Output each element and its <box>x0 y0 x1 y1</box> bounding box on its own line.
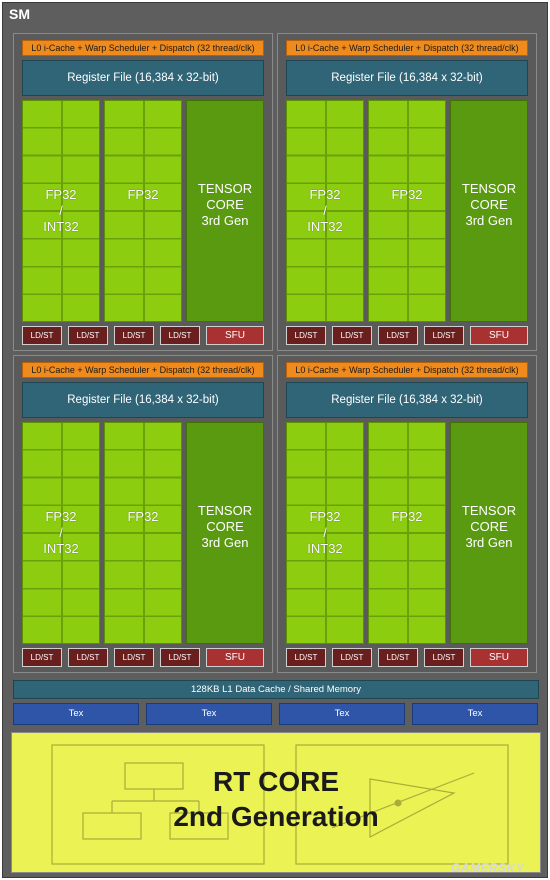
processing-block-1: L0 i-Cache + Warp Scheduler + Dispatch (… <box>13 33 273 351</box>
ldst-unit: LD/ST <box>332 326 372 345</box>
ldst-unit: LD/ST <box>22 648 62 667</box>
bvh-frame <box>51 744 265 865</box>
fp32-unit: FP32 <box>368 422 446 644</box>
fp32-unit: FP32 <box>104 100 182 322</box>
texture-unit: Tex <box>279 703 405 725</box>
warp-scheduler: L0 i-Cache + Warp Scheduler + Dispatch (… <box>22 40 264 56</box>
texture-unit: Tex <box>13 703 139 725</box>
fp32-int32-label: FP32 / INT32 <box>43 509 79 556</box>
fp32-label: FP32 <box>391 187 423 202</box>
ray-line <box>331 772 475 829</box>
ldst-unit: LD/ST <box>160 648 200 667</box>
tensor-core-label: TENSOR CORE 3rd Gen <box>197 503 253 550</box>
rt-core-subtitle: 2nd Generation <box>173 801 379 832</box>
register-file: Register File (16,384 x 32-bit) <box>22 382 264 418</box>
register-file: Register File (16,384 x 32-bit) <box>286 60 528 96</box>
l1-data-cache: 128KB L1 Data Cache / Shared Memory <box>13 680 539 699</box>
rt-core: RT CORE 2nd Generation <box>11 732 541 873</box>
watermark-logo: GAMERSKY <box>451 861 525 875</box>
ldst-unit: LD/ST <box>22 326 62 345</box>
texture-unit: Tex <box>412 703 538 725</box>
warp-scheduler: L0 i-Cache + Warp Scheduler + Dispatch (… <box>286 40 528 56</box>
tensor-core: TENSOR CORE 3rd Gen <box>186 100 264 322</box>
ldst-unit: LD/ST <box>68 326 108 345</box>
processing-block-3: L0 i-Cache + Warp Scheduler + Dispatch (… <box>13 355 273 673</box>
sfu-unit: SFU <box>470 648 528 667</box>
sfu-unit: SFU <box>206 648 264 667</box>
fp32-label: FP32 <box>127 187 159 202</box>
register-file: Register File (16,384 x 32-bit) <box>22 60 264 96</box>
ray-triangle-frame <box>295 744 509 865</box>
ldst-unit: LD/ST <box>286 648 326 667</box>
tensor-core-label: TENSOR CORE 3rd Gen <box>461 503 517 550</box>
ldst-unit: LD/ST <box>424 326 464 345</box>
intersection-point <box>394 799 402 807</box>
fp32-int32-unit: FP32 / INT32 <box>22 422 100 644</box>
warp-scheduler: L0 i-Cache + Warp Scheduler + Dispatch (… <box>286 362 528 378</box>
triangle-shape <box>369 778 456 838</box>
sfu-unit: SFU <box>470 326 528 345</box>
fp32-int32-unit: FP32 / INT32 <box>286 422 364 644</box>
fp32-int32-label: FP32 / INT32 <box>307 187 343 234</box>
register-file: Register File (16,384 x 32-bit) <box>286 382 528 418</box>
ldst-unit: LD/ST <box>378 326 418 345</box>
fp32-int32-label: FP32 / INT32 <box>307 509 343 556</box>
sfu-unit: SFU <box>206 326 264 345</box>
tensor-core: TENSOR CORE 3rd Gen <box>450 100 528 322</box>
fp32-int32-label: FP32 / INT32 <box>43 187 79 234</box>
processing-block-4: L0 i-Cache + Warp Scheduler + Dispatch (… <box>277 355 537 673</box>
sm-title: SM <box>9 6 30 22</box>
tensor-core: TENSOR CORE 3rd Gen <box>186 422 264 644</box>
fp32-int32-unit: FP32 / INT32 <box>22 100 100 322</box>
ldst-unit: LD/ST <box>114 648 154 667</box>
tensor-core: TENSOR CORE 3rd Gen <box>450 422 528 644</box>
tensor-core-label: TENSOR CORE 3rd Gen <box>197 181 253 228</box>
tensor-core-label: TENSOR CORE 3rd Gen <box>461 181 517 228</box>
ldst-unit: LD/ST <box>160 326 200 345</box>
ldst-unit: LD/ST <box>378 648 418 667</box>
ldst-unit: LD/ST <box>424 648 464 667</box>
ldst-unit: LD/ST <box>68 648 108 667</box>
ldst-unit: LD/ST <box>114 326 154 345</box>
fp32-label: FP32 <box>127 509 159 524</box>
bvh-connector <box>111 789 200 813</box>
fp32-int32-unit: FP32 / INT32 <box>286 100 364 322</box>
fp32-unit: FP32 <box>368 100 446 322</box>
ldst-unit: LD/ST <box>286 326 326 345</box>
processing-block-2: L0 i-Cache + Warp Scheduler + Dispatch (… <box>277 33 537 351</box>
rt-core-title: RT CORE <box>213 766 339 797</box>
texture-unit: Tex <box>146 703 272 725</box>
ldst-unit: LD/ST <box>332 648 372 667</box>
fp32-label: FP32 <box>391 509 423 524</box>
fp32-unit: FP32 <box>104 422 182 644</box>
rt-core-illustration <box>51 744 509 865</box>
warp-scheduler: L0 i-Cache + Warp Scheduler + Dispatch (… <box>22 362 264 378</box>
